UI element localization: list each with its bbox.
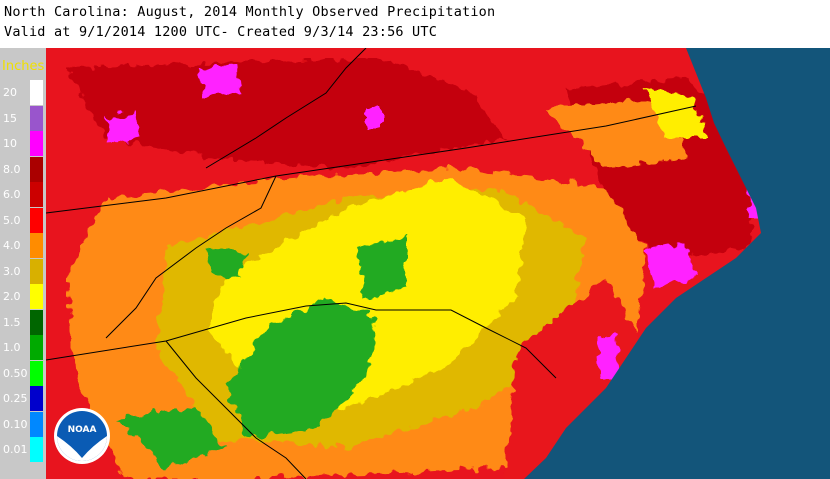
legend-item: 1.0 — [0, 335, 46, 361]
map-valid-time: Valid at 9/1/2014 1200 UTC- Created 9/3/… — [4, 24, 438, 40]
map-title: North Carolina: August, 2014 Monthly Obs… — [4, 4, 496, 20]
legend-label: 3.0 — [3, 264, 21, 278]
dry-area-s — [116, 408, 226, 468]
legend-item: 0.50 — [0, 360, 46, 387]
legend-item: 8.0 — [0, 156, 46, 183]
dry-area-n — [356, 238, 406, 298]
legend-label: 10 — [3, 137, 17, 150]
legend-swatch — [30, 309, 43, 335]
extreme-rain-2 — [106, 113, 141, 143]
legend-item: 20 — [0, 80, 46, 106]
dry-area-central — [226, 298, 376, 438]
legend-swatch — [30, 411, 43, 437]
heavy-rain-north — [66, 58, 506, 168]
legend-swatch — [30, 386, 43, 411]
legend-item: 2.0 — [0, 284, 46, 310]
noaa-logo-text: NOAA — [68, 425, 97, 435]
extreme-rain-coast-2 — [646, 243, 696, 288]
legend-label: 1.5 — [3, 315, 21, 329]
extreme-rain-coast-3 — [596, 333, 621, 378]
noaa-logo: NOAA — [54, 408, 110, 464]
dry-area-w — [206, 248, 246, 278]
precip-legend: Inches 20 15 10 8.0 6.0 5.0 4.0 3.0 2.0 1.5 1.0 0.5… — [0, 48, 46, 479]
atlantic-ocean — [524, 48, 830, 479]
legend-item: 4.0 — [0, 233, 46, 259]
legend-label: 20 — [3, 86, 17, 99]
legend-swatch — [30, 105, 43, 131]
legend-label: 1.0 — [3, 341, 21, 354]
legend-swatch — [30, 182, 43, 207]
legend-swatch — [30, 335, 43, 360]
legend-swatch — [30, 360, 43, 386]
yellow-ne — [646, 88, 706, 138]
legend-title: Inches — [2, 59, 45, 74]
legend-swatch — [30, 207, 43, 233]
legend-item: 1.5 — [0, 309, 46, 336]
legend-swatch — [30, 131, 43, 156]
legend-swatch — [30, 258, 43, 284]
legend-item: 3.0 — [0, 258, 46, 285]
legend-label: 8.0 — [3, 162, 21, 176]
extreme-rain-3 — [366, 108, 381, 128]
extreme-rain-1 — [196, 66, 241, 98]
coastal-red — [506, 278, 646, 479]
legend-item: 0.25 — [0, 386, 46, 412]
precip-map: NOAA — [46, 48, 830, 479]
map-header: North Carolina: August, 2014 Monthly Obs… — [0, 0, 830, 48]
legend-label: 0.25 — [3, 392, 28, 405]
legend-item: 6.0 — [0, 182, 46, 208]
legend-label: 6.0 — [3, 188, 21, 201]
legend-swatch — [30, 80, 43, 105]
legend-label: 5.0 — [3, 213, 21, 227]
state-border-nc-tn — [105, 175, 277, 339]
state-border-nc-sc — [46, 302, 557, 379]
legend-label: 4.0 — [3, 239, 21, 252]
legend-item: 0.01 — [0, 437, 46, 463]
legend-label: 0.10 — [3, 417, 28, 431]
legend-label: 0.01 — [3, 443, 28, 456]
legend-label: 2.0 — [3, 290, 21, 303]
legend-swatch — [30, 437, 43, 462]
legend-item: 15 — [0, 105, 46, 132]
legend-swatch — [30, 284, 43, 309]
legend-item: 0.10 — [0, 411, 46, 438]
state-border-sc-ga — [165, 340, 307, 479]
legend-label: 15 — [3, 111, 17, 125]
legend-swatch — [30, 233, 43, 258]
legend-label: 0.50 — [3, 366, 28, 380]
legend-swatch — [30, 156, 43, 182]
legend-item: 10 — [0, 131, 46, 157]
legend-item: 5.0 — [0, 207, 46, 234]
state-border-va-nc — [46, 105, 697, 214]
state-border-va-wv — [205, 48, 367, 169]
